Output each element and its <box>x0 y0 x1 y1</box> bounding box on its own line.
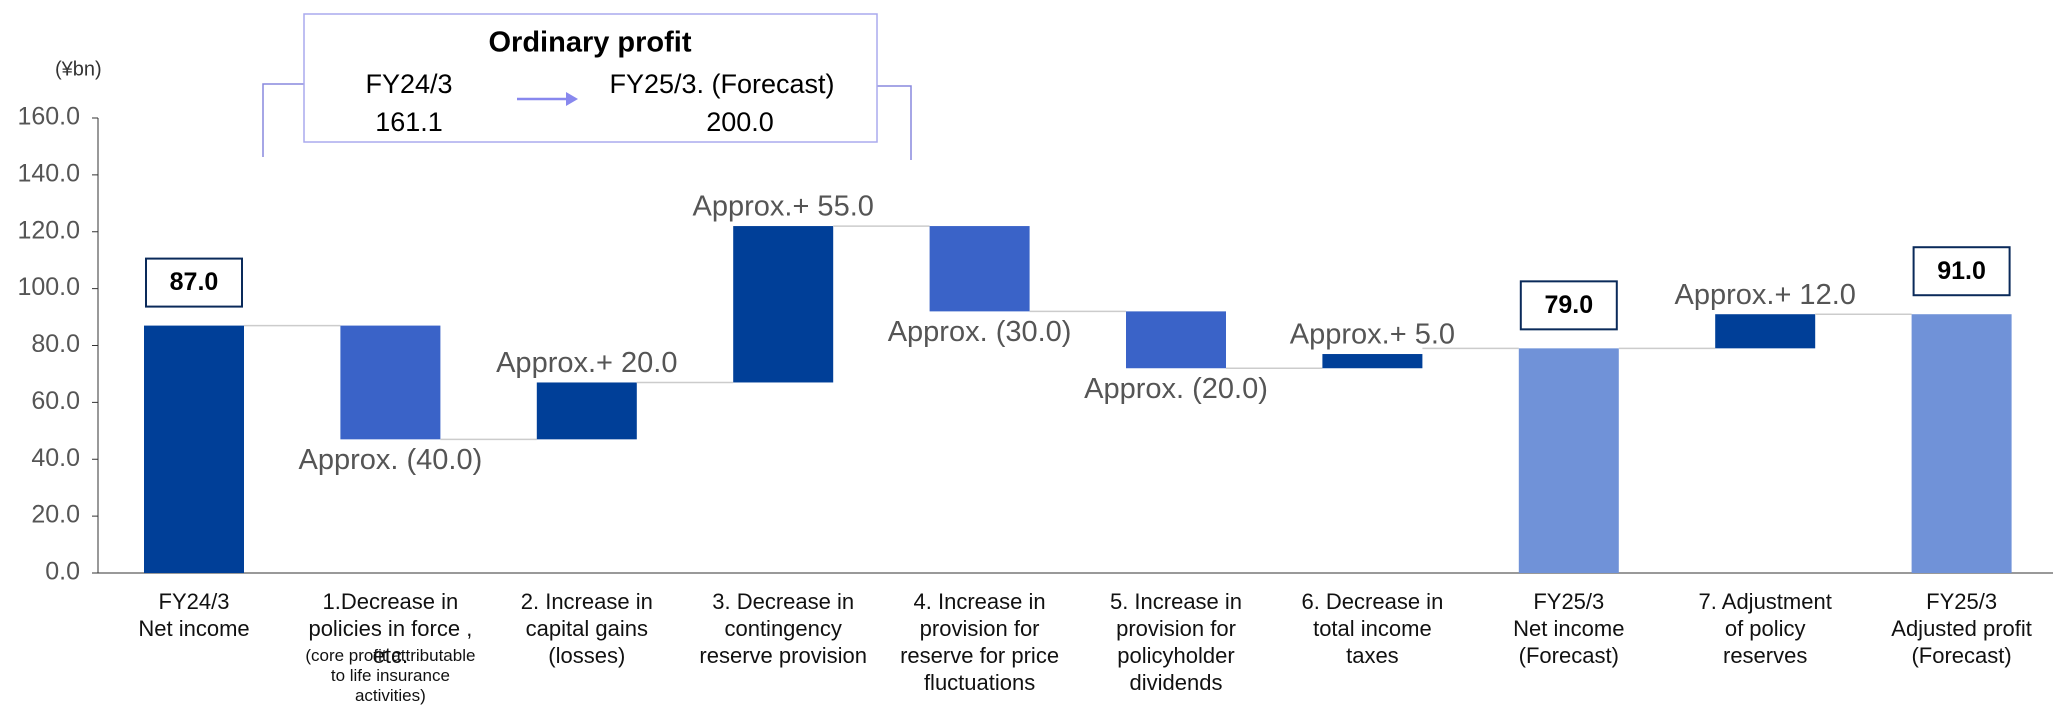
inset-arrowhead <box>566 92 578 106</box>
value-label: 91.0 <box>1937 257 1986 285</box>
value-label: Approx.+ 12.0 <box>1675 279 1856 311</box>
value-label: Approx. (40.0) <box>299 444 483 476</box>
value-label: Approx.+ 20.0 <box>496 347 677 379</box>
value-label: Approx. (20.0) <box>1084 373 1268 405</box>
x-tick-label: 7. Adjustment of policy reserves <box>1698 589 1832 668</box>
inset-from-label: FY24/3 <box>365 69 452 99</box>
value-label: Approx.+ 55.0 <box>693 191 874 223</box>
bracket <box>877 85 912 160</box>
inset-box <box>303 13 878 143</box>
y-tick-label: 120.0 <box>17 216 80 244</box>
x-tick-label: 5. Increase in provision for policyholde… <box>1109 589 1243 695</box>
x-tick-label: 6. Decrease in total income taxes <box>1301 589 1444 668</box>
y-tick-label: 100.0 <box>17 273 80 301</box>
value-label-box <box>1519 280 1618 331</box>
x-tick-label: FY25/3 Net income (Forecast) <box>1513 589 1625 668</box>
y-tick-label: 20.0 <box>31 501 80 529</box>
bar <box>1715 314 1816 349</box>
inset-title: Ordinary profit <box>488 27 691 59</box>
x-tick-label: 4. Increase in provision for reserve for… <box>900 589 1060 695</box>
x-tick-label: 2. Increase in capital gains (losses) <box>520 589 653 668</box>
y-tick-label: 160.0 <box>17 103 80 131</box>
bar <box>1126 311 1226 369</box>
inset-to-value: 200.0 <box>706 107 774 137</box>
x-tick-label: FY24/3 Net income <box>138 589 250 641</box>
bar <box>1322 354 1423 369</box>
bar <box>1911 314 2012 573</box>
bar <box>929 226 1030 312</box>
bar <box>340 325 441 440</box>
value-label: Approx.+ 5.0 <box>1290 319 1455 351</box>
x-tick-label: 3. Decrease in contingency reserve provi… <box>699 589 867 668</box>
y-tick-label: 40.0 <box>31 444 80 472</box>
y-tick-label: 80.0 <box>31 330 80 358</box>
bar <box>1518 348 1619 573</box>
x-tick-label: FY25/3 Adjusted profit (Forecast) <box>1891 589 2032 668</box>
y-tick-label: 60.0 <box>31 387 80 415</box>
y-tick-label: 0.0 <box>45 558 80 586</box>
value-label: Approx. (30.0) <box>888 316 1072 348</box>
value-label-box <box>1912 246 2011 297</box>
inset-from-value: 161.1 <box>375 107 443 137</box>
y-tick-label: 140.0 <box>17 159 80 187</box>
bar <box>733 226 834 383</box>
bar <box>536 382 637 440</box>
value-label-box <box>145 257 243 308</box>
inset-to-label: FY25/3. (Forecast) <box>609 69 834 99</box>
x-tick-label: 1.Decrease in policies in force , etc. <box>308 589 473 668</box>
bracket <box>262 83 304 157</box>
value-label: 79.0 <box>1544 291 1593 319</box>
x-tick-note: (core profit attributable to life insura… <box>305 646 476 705</box>
unit-label: (¥bn) <box>55 58 102 80</box>
value-label: 87.0 <box>170 268 219 296</box>
bar <box>144 325 244 573</box>
